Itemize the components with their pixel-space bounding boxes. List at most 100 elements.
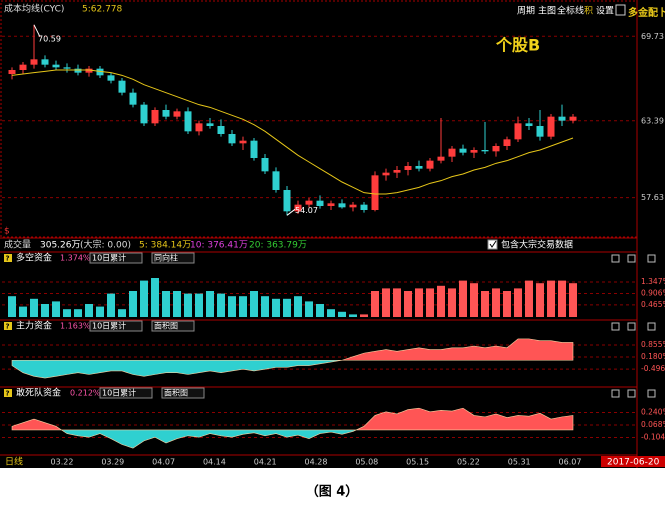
bar [206, 291, 214, 317]
candle-body [96, 68, 104, 76]
y-tick-label: 0.906% [641, 288, 665, 297]
candle-body [305, 200, 313, 205]
panel-icon[interactable] [647, 322, 656, 331]
y-tick-label: 0.068% [641, 420, 665, 429]
panel-icon[interactable] [611, 322, 620, 331]
period-dropdown[interactable] [89, 320, 143, 332]
bar [283, 298, 291, 317]
period-tab[interactable] [2, 456, 32, 467]
style-dropdown[interactable] [151, 252, 195, 264]
candle-body [327, 203, 335, 206]
bar [294, 296, 302, 317]
bar [107, 293, 115, 317]
style-value: 同向柱 [154, 253, 178, 263]
candle-body [360, 204, 368, 210]
style-dropdown[interactable] [151, 320, 195, 332]
x-tick-label: 05.08 [355, 458, 378, 467]
bar [184, 293, 192, 317]
toolbar-button[interactable]: 主图 [538, 5, 556, 17]
panel-value: 1.374% [60, 254, 91, 263]
panel-value: 1.163% [60, 322, 91, 331]
style-dropdown[interactable] [161, 387, 205, 399]
panel-icon[interactable] [611, 389, 620, 398]
period-dropdown[interactable] [99, 387, 153, 399]
toolbar-button[interactable]: 周期 [517, 6, 535, 17]
candle-body [426, 160, 434, 169]
ma-label: 5:62.778 [82, 5, 123, 15]
date-box [601, 456, 665, 467]
toolbar-button[interactable]: 设置 [596, 6, 614, 17]
bar [30, 298, 38, 317]
candle-body [316, 200, 324, 206]
candle-body [569, 116, 577, 121]
x-tick-label: 03.29 [101, 458, 124, 467]
panel-icon[interactable] [627, 389, 636, 398]
candle-body [481, 150, 489, 152]
bar [41, 304, 49, 317]
panel-icon[interactable] [647, 254, 656, 263]
candle-body [107, 75, 115, 81]
bar [217, 293, 225, 317]
candle-body [415, 166, 423, 169]
candle-body [371, 175, 379, 210]
candle-body [349, 204, 357, 208]
bar [470, 283, 478, 317]
style-value: 面积图 [164, 388, 188, 398]
bar [448, 288, 456, 317]
style-value: 面积图 [154, 321, 178, 331]
y-tick-label: 0.180% [641, 352, 665, 361]
candle-body [63, 67, 71, 69]
panel-icon[interactable] [627, 322, 636, 331]
toolbar-button[interactable]: 全标线 [557, 5, 584, 17]
y-tick-label: -0.104% [641, 433, 665, 442]
candle-body [8, 70, 16, 74]
help-mark: ? [6, 323, 10, 331]
bar [327, 309, 335, 317]
bar [140, 280, 148, 317]
x-tick-label: 05.15 [406, 458, 429, 467]
candle-body [74, 68, 82, 73]
checkbox-label[interactable]: 包含大宗交易数据 [501, 239, 573, 251]
bar [558, 280, 566, 317]
panel-value: 0.212% [70, 389, 101, 398]
y-tick-label: 57.63 [641, 193, 664, 202]
area [11, 338, 574, 379]
y-tick-label: 69.73 [641, 32, 664, 41]
bar [360, 314, 368, 317]
candle-body [239, 140, 247, 144]
bar [481, 291, 489, 317]
bar [250, 291, 258, 317]
volume-ma20: 20: 363.79万 [249, 241, 307, 251]
stock-title: 个股B [495, 36, 540, 55]
toolbar-button[interactable]: 积 [584, 5, 593, 17]
help-mark: ? [6, 390, 10, 398]
bar [272, 298, 280, 317]
panel-icon[interactable] [627, 254, 636, 263]
help-icon [4, 322, 12, 330]
candle-body [338, 203, 346, 208]
bar [547, 280, 555, 317]
candle-body [261, 158, 269, 172]
panel-icon[interactable] [647, 389, 656, 398]
candle-body [536, 126, 544, 137]
bar [514, 288, 522, 317]
checkbox[interactable] [487, 239, 498, 250]
bar [195, 293, 203, 317]
close-icon[interactable] [615, 4, 626, 16]
period-dropdown[interactable] [89, 252, 143, 264]
candle-body [52, 64, 60, 68]
help-icon [4, 389, 12, 397]
candle-body [294, 204, 302, 212]
period-label[interactable]: 日线 [5, 456, 23, 468]
bar [305, 301, 313, 317]
period-value: 10日累计 [102, 388, 136, 398]
candle-body [206, 123, 214, 126]
y-tick-label: 0.240% [641, 408, 665, 417]
candle-body [250, 140, 258, 158]
bar [129, 291, 137, 317]
panel-icon[interactable] [611, 254, 620, 263]
bar [118, 309, 126, 317]
period-value: 10日累计 [92, 253, 126, 263]
high-pointer [33, 24, 41, 38]
candle-body [437, 156, 445, 161]
